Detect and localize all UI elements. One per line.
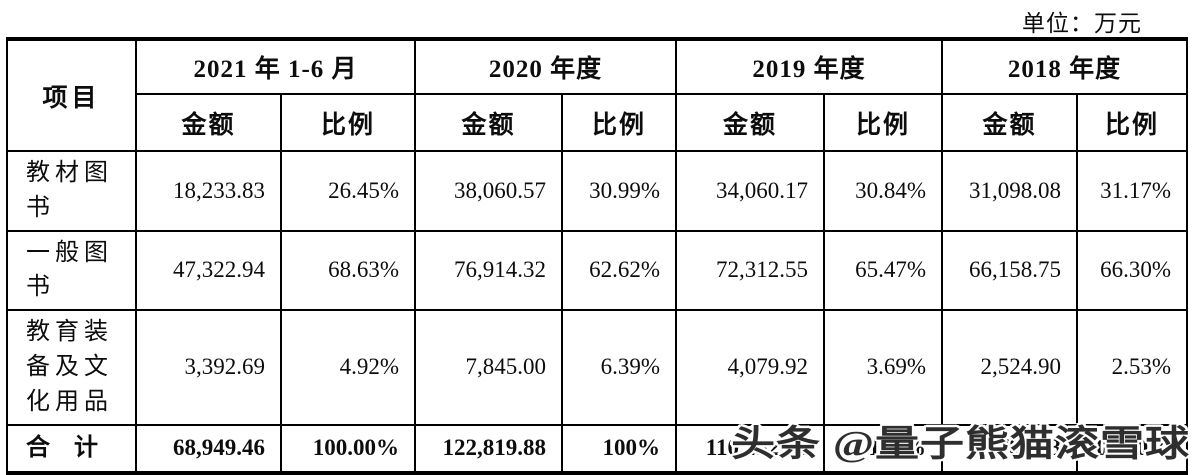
cell-ratio: 100% — [823, 423, 944, 474]
amount-header-2021: 金额 — [135, 93, 282, 152]
cell-amount: 7,845.00 — [414, 309, 564, 426]
cell-ratio: 26.45% — [279, 150, 417, 232]
amount-header-2020: 金额 — [414, 93, 564, 152]
unit-label: 单位：万元 — [1022, 11, 1142, 36]
cell-ratio: 31.17% — [1076, 150, 1189, 232]
cell-amount: 47,322.94 — [135, 229, 282, 312]
table-row-general-books: 一般图书 47,322.94 68.63% 76,914.32 62.62% 7… — [6, 229, 1189, 312]
cell-ratio: 100.00% — [1076, 423, 1189, 474]
row-label: 教育装备及文化用品 — [6, 309, 137, 426]
cell-amount: 4,079.92 — [675, 309, 826, 426]
cell-amount: 31,098.08 — [941, 150, 1079, 232]
cell-ratio: 100% — [561, 423, 678, 474]
cell-amount: 110,452.64 — [675, 423, 826, 474]
cell-amount: 34,060.17 — [675, 150, 826, 232]
period-header-2019: 2019 年度 — [675, 38, 944, 95]
toutiao-watermark: 头条 @量子熊猫滚雪球 — [731, 423, 1190, 464]
ratio-header-2019: 比例 — [823, 93, 944, 152]
period-header-2021: 2021 年 1-6 月 — [134, 38, 417, 95]
cell-ratio: 100.00% — [279, 423, 417, 474]
ratio-header-2018: 比例 — [1076, 93, 1189, 152]
cell-amount: 72,312.55 — [675, 229, 826, 312]
cell-amount: 76,914.32 — [414, 229, 564, 312]
cell-ratio: 6.39% — [561, 309, 678, 426]
table-row-education-equipment: 教育装备及文化用品 3,392.69 4.92% 7,845.00 6.39% … — [6, 309, 1189, 426]
cell-ratio: 62.62% — [561, 229, 678, 312]
row-label: 一般图书 — [6, 229, 137, 312]
cell-amount: 122,819.88 — [414, 423, 564, 474]
cell-amount: 68,949.46 — [135, 423, 282, 474]
cell-amount: 99,781.73 — [941, 423, 1079, 474]
cell-ratio: 3.69% — [823, 309, 944, 426]
ratio-header-2020: 比例 — [561, 93, 678, 152]
row-label-total: 合 计 — [6, 423, 137, 474]
amount-header-2018: 金额 — [941, 93, 1079, 152]
cell-amount: 3,392.69 — [135, 309, 282, 426]
row-label: 教材图书 — [6, 150, 137, 232]
ratio-header-2021: 比例 — [279, 93, 417, 152]
cell-amount: 2,524.90 — [941, 309, 1079, 426]
cell-ratio: 30.84% — [823, 150, 944, 232]
table-row-textbook-books: 教材图书 18,233.83 26.45% 38,060.57 30.99% 3… — [6, 150, 1189, 232]
cell-ratio: 30.99% — [561, 150, 678, 232]
cell-ratio: 65.47% — [823, 229, 944, 312]
cell-amount: 38,060.57 — [414, 150, 564, 232]
financial-table: 项目 2021 年 1-6 月 2020 年度 2019 年度 2018 年度 … — [6, 37, 1189, 475]
amount-header-2019: 金额 — [675, 93, 826, 152]
cell-ratio: 68.63% — [279, 229, 417, 312]
cell-amount: 18,233.83 — [135, 150, 282, 232]
table-row-total: 合 计 68,949.46 100.00% 122,819.88 100% 11… — [6, 423, 1189, 474]
cell-amount: 66,158.75 — [941, 229, 1079, 312]
cell-ratio: 2.53% — [1076, 309, 1189, 426]
period-header-2020: 2020 年度 — [414, 38, 678, 95]
period-header-2018: 2018 年度 — [941, 38, 1189, 95]
cell-ratio: 66.30% — [1076, 229, 1189, 312]
item-column-header: 项目 — [6, 38, 137, 152]
cell-ratio: 4.92% — [279, 309, 417, 426]
